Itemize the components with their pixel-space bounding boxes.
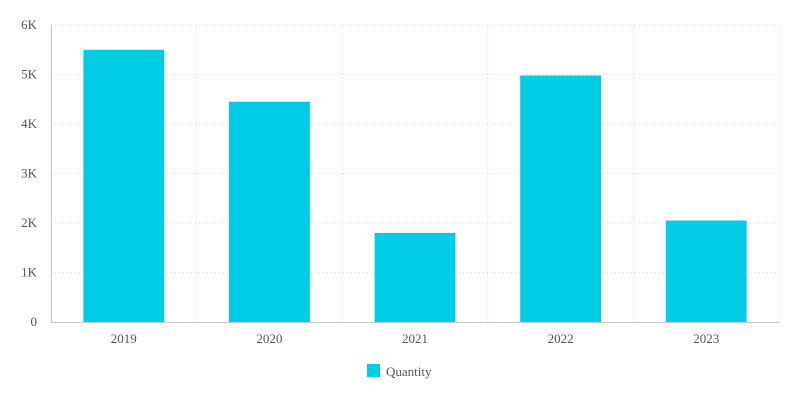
- axes: [51, 25, 779, 323]
- bar-2023[interactable]: [665, 220, 747, 322]
- y-axis-tick-labels: 0 1K 2K 3K 4K 5K 6K: [21, 17, 38, 329]
- y-tick-label: 3K: [21, 166, 38, 181]
- bar-2021[interactable]: [374, 232, 456, 322]
- x-tick-label: 2022: [548, 331, 574, 346]
- x-tick-label: 2023: [693, 331, 719, 346]
- bar-2020[interactable]: [228, 101, 310, 322]
- y-tick-label: 6K: [21, 17, 38, 32]
- x-tick-label: 2019: [111, 331, 137, 346]
- y-tick-label: 0: [31, 314, 38, 329]
- y-tick-label: 1K: [21, 265, 38, 280]
- legend-label[interactable]: Quantity: [386, 364, 432, 379]
- legend-swatch[interactable]: [367, 364, 380, 377]
- legend[interactable]: Quantity: [367, 364, 432, 379]
- bar-2022[interactable]: [520, 75, 602, 323]
- x-tick-label: 2020: [256, 331, 282, 346]
- y-tick-label: 4K: [21, 116, 38, 131]
- x-axis-tick-labels: 2019 2020 2021 2022 2023: [111, 331, 719, 346]
- bar-2019[interactable]: [83, 49, 165, 322]
- y-tick-label: 5K: [21, 67, 38, 82]
- bars: [83, 49, 747, 323]
- x-tick-label: 2021: [402, 331, 428, 346]
- y-tick-label: 2K: [21, 215, 38, 230]
